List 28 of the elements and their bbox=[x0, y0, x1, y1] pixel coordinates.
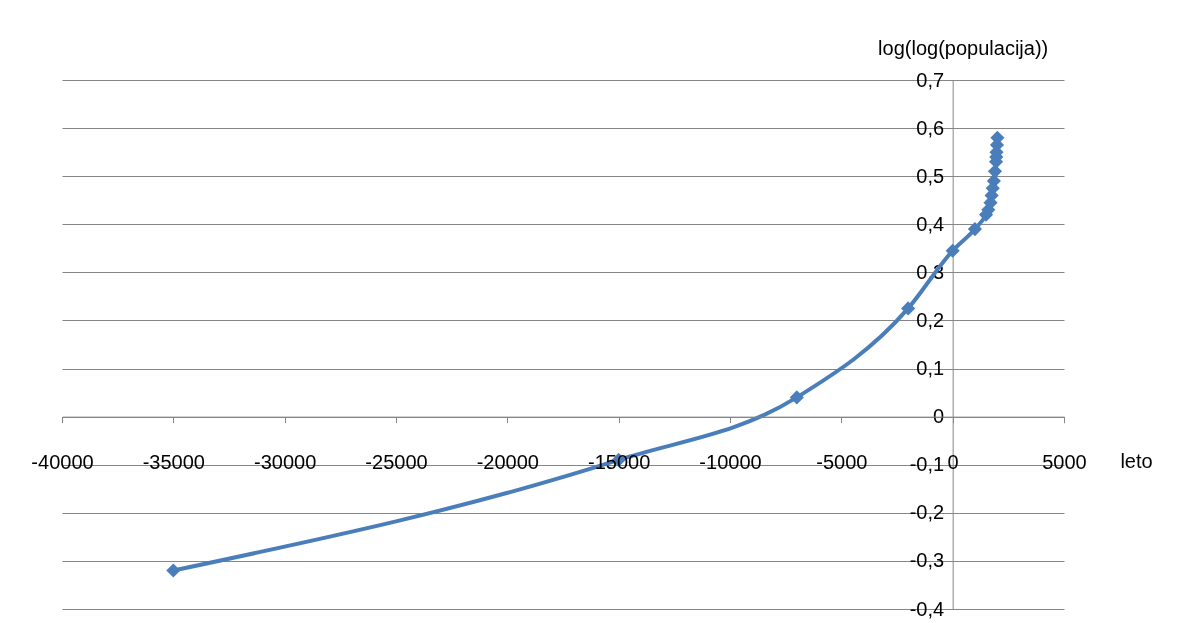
point bbox=[166, 563, 181, 578]
y-tick-label: -0,3 bbox=[909, 549, 945, 572]
point bbox=[901, 301, 916, 316]
x-tick-label: -25000 bbox=[365, 451, 428, 474]
point bbox=[945, 243, 960, 258]
x-tick-label: 5000 bbox=[1042, 451, 1087, 474]
y-tick-label: -0,2 bbox=[909, 501, 945, 524]
x-tick-label: 0 bbox=[947, 451, 959, 474]
x-axis-title: leto bbox=[1120, 450, 1153, 473]
point bbox=[987, 164, 1003, 179]
y-tick-label: 0,4 bbox=[916, 212, 945, 235]
y-tick-label: -0,4 bbox=[909, 597, 945, 620]
point bbox=[789, 390, 804, 405]
y-tick-label: 0,2 bbox=[916, 308, 945, 331]
y-tick-label: 0 bbox=[933, 405, 945, 428]
x-tick-label: -10000 bbox=[699, 451, 762, 474]
y-tick-label: -0,1 bbox=[909, 453, 945, 476]
x-tick-label: -30000 bbox=[254, 451, 317, 474]
x-tick-label: -20000 bbox=[476, 451, 539, 474]
y-tick-label: 0,6 bbox=[916, 116, 945, 139]
y-tick-label: 0,7 bbox=[916, 68, 945, 91]
y-tick-label: 0,5 bbox=[916, 164, 945, 187]
point bbox=[967, 222, 982, 237]
x-tick-label: -35000 bbox=[142, 451, 205, 474]
y-tick-label: 0,1 bbox=[916, 357, 945, 380]
x-tick-label: -40000 bbox=[31, 451, 94, 474]
x-tick-label: -5000 bbox=[816, 451, 868, 474]
y-axis-title: log(log(populacija)) bbox=[878, 36, 1049, 59]
